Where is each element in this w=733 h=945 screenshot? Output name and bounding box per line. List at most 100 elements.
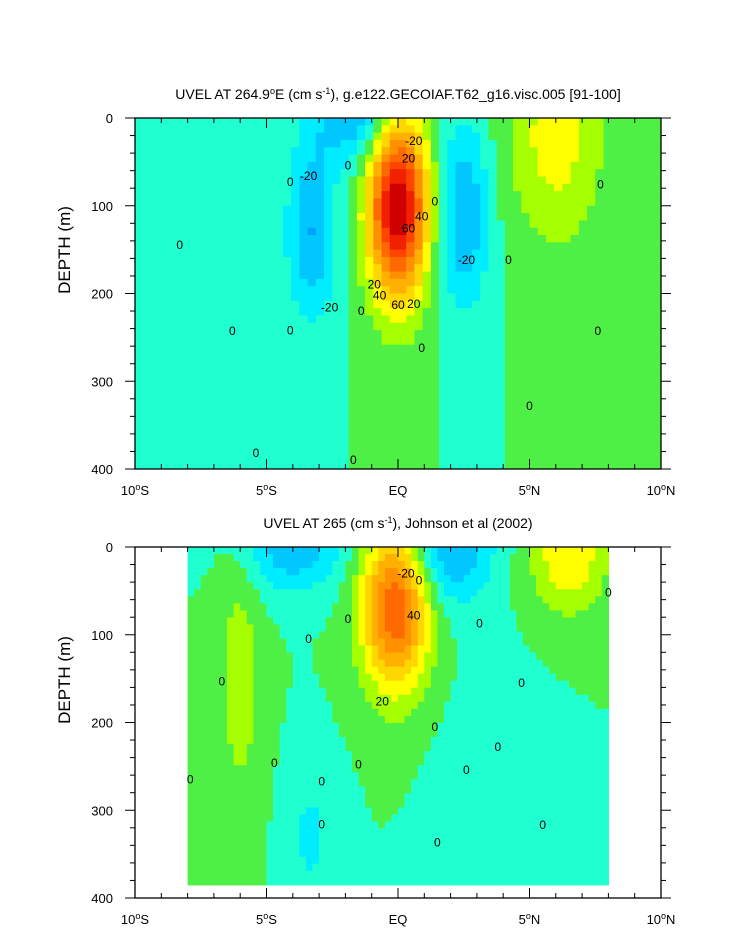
contour-cell	[299, 395, 309, 404]
contour-cell	[398, 235, 407, 243]
contour-cell	[332, 800, 340, 809]
contour-cell	[187, 631, 195, 640]
contour-cell	[208, 125, 218, 134]
contour-cell	[240, 849, 248, 858]
contour-cell	[384, 610, 393, 618]
contour-cell	[521, 213, 531, 221]
contour-cell	[371, 645, 379, 654]
contour-cell	[537, 286, 547, 295]
contour-cell	[521, 118, 531, 126]
contour-cell	[135, 264, 144, 273]
contour-cell	[417, 877, 425, 886]
contour-cell	[340, 352, 350, 360]
contour-cell	[504, 417, 514, 426]
contour-cell	[537, 300, 547, 309]
contour-cell	[292, 673, 300, 682]
contour-cell	[351, 821, 360, 830]
contour-cell	[159, 235, 169, 243]
contour-cell	[194, 772, 202, 780]
contour-cell	[233, 293, 243, 302]
contour-cell	[340, 330, 350, 338]
contour-cell	[253, 786, 261, 794]
contour-cell	[319, 652, 327, 661]
contour-cell	[652, 154, 661, 163]
contour-cell	[611, 344, 621, 353]
contour-cell	[250, 271, 259, 280]
contour-cell	[279, 842, 287, 851]
contour-cell	[324, 439, 333, 448]
contour-cell	[225, 315, 235, 324]
contour-cell	[439, 322, 448, 331]
contour-cell	[351, 772, 360, 780]
contour-cell	[554, 330, 563, 338]
contour-cell	[447, 227, 457, 236]
contour-cell	[279, 814, 287, 823]
contour-cell	[345, 737, 353, 745]
contour-cell	[554, 147, 563, 156]
contour-cell	[504, 220, 514, 229]
contour-cell	[340, 373, 350, 382]
contour-cell	[315, 227, 325, 236]
contour-cell	[220, 617, 228, 626]
contour-cell	[135, 381, 144, 390]
contour-cell	[348, 300, 358, 309]
contour-cell	[291, 256, 300, 265]
contour-cell	[213, 730, 222, 738]
contour-cell	[570, 205, 580, 214]
contour-cell	[332, 176, 342, 185]
contour-cell	[213, 547, 222, 555]
contour-cell	[378, 694, 386, 703]
contour-cell	[521, 125, 531, 134]
contour-cell	[345, 765, 353, 773]
contour-cell	[488, 337, 498, 346]
contour-cell	[603, 359, 613, 368]
contour-cell	[279, 603, 287, 611]
contour-cell	[628, 169, 637, 178]
contour-cell	[521, 410, 531, 419]
contour-cell	[194, 842, 202, 851]
contour-cell	[241, 125, 251, 134]
contour-cell	[225, 154, 235, 163]
contour-cell	[176, 410, 185, 419]
contour-cell	[411, 631, 419, 640]
contour-cell	[411, 793, 419, 801]
contour-cell	[480, 352, 490, 360]
contour-cell	[628, 118, 637, 126]
contour-cell	[200, 715, 208, 724]
contour-cell	[636, 213, 646, 221]
contour-cell	[471, 213, 481, 221]
contour-cell	[356, 205, 366, 214]
contour-cell	[389, 447, 399, 455]
contour-cell	[480, 439, 490, 448]
contour-cell	[391, 870, 399, 879]
contour-cell	[200, 737, 208, 745]
contour-cell	[504, 249, 514, 258]
contour-cell	[332, 701, 340, 710]
contour-cell	[381, 381, 391, 390]
contour-cell	[595, 337, 605, 346]
contour-cell	[319, 694, 327, 703]
contour-cell	[167, 205, 177, 214]
contour-cell	[194, 694, 202, 703]
contour-cell	[356, 417, 366, 426]
contour-cell	[292, 786, 300, 794]
contour-cell	[496, 359, 506, 368]
contour-cell	[611, 286, 621, 295]
contour-cell	[312, 842, 320, 851]
contour-cell	[611, 330, 621, 338]
contour-cell	[273, 722, 281, 731]
contour-cell	[176, 256, 185, 265]
contour-cell	[324, 132, 333, 141]
contour-cell	[200, 439, 210, 448]
contour-cell	[537, 132, 547, 141]
contour-cell	[404, 870, 412, 879]
contour-cell	[273, 730, 281, 738]
contour-cell	[406, 286, 416, 295]
contour-cell	[636, 235, 646, 243]
contour-cell	[398, 786, 406, 794]
contour-cell	[611, 242, 621, 251]
contour-cell	[291, 235, 300, 243]
contour-cell	[439, 242, 448, 251]
contour-cell	[371, 659, 379, 668]
contour-cell	[595, 432, 605, 441]
